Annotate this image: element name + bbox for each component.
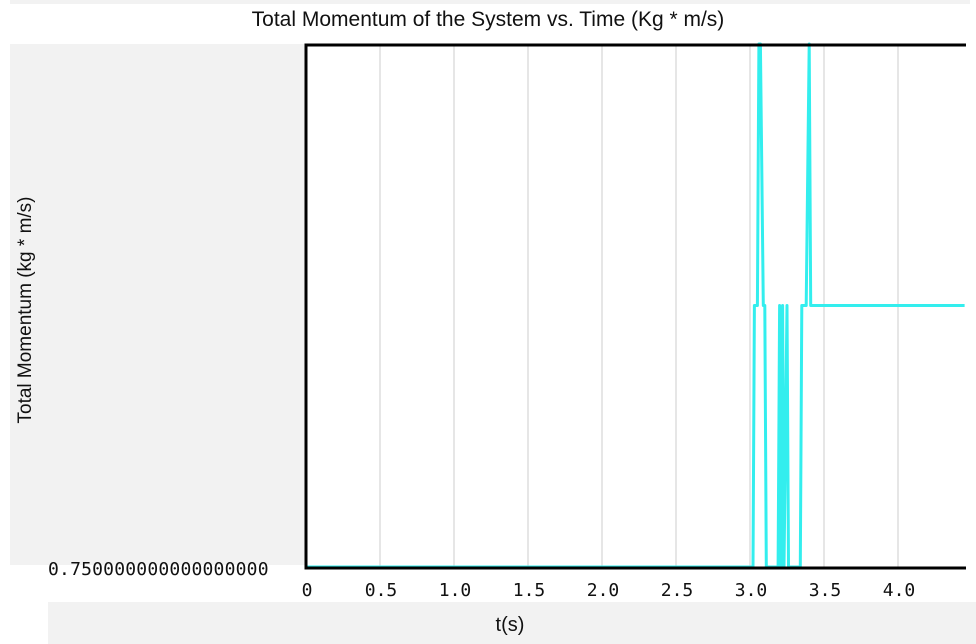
x-tick-label: 0.5	[364, 580, 398, 601]
series-group	[306, 42, 965, 569]
x-axis-label: t(s)	[495, 614, 525, 636]
x-tick-label: 3.0	[734, 580, 768, 601]
x-tick-labels: 0 0.5 1.0 1.5 2.0 2.5 3.0 3.5 4.0	[0, 580, 976, 604]
x-tick-label: 1.5	[512, 580, 546, 601]
x-tick-label: 1.0	[438, 580, 472, 601]
series-line	[306, 42, 965, 569]
bottom-panel	[48, 602, 976, 644]
chart-title: Total Momentum of the System vs. Time (K…	[251, 8, 725, 31]
x-tick-label: 2.5	[660, 580, 694, 601]
x-tick-label: 0	[301, 580, 313, 601]
x-tick-label: 4.0	[882, 580, 916, 601]
gutter-panel	[48, 44, 305, 565]
x-tick-label: 3.5	[808, 580, 842, 601]
y-tick-label: 0.750000000000000000	[48, 559, 269, 580]
x-tick-label: 2.0	[586, 580, 620, 601]
plot-frame	[304, 43, 966, 570]
left-panel	[10, 44, 48, 565]
top-strip	[10, 0, 970, 4]
y-axis-label-text: Total Momentum (kg * m/s)	[15, 196, 36, 424]
